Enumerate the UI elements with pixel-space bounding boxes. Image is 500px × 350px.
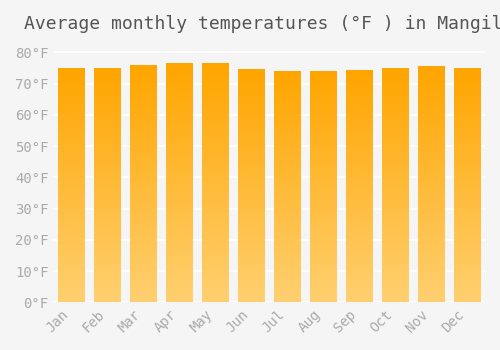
Title: Average monthly temperatures (°F ) in Mangili: Average monthly temperatures (°F ) in Ma… (24, 15, 500, 33)
